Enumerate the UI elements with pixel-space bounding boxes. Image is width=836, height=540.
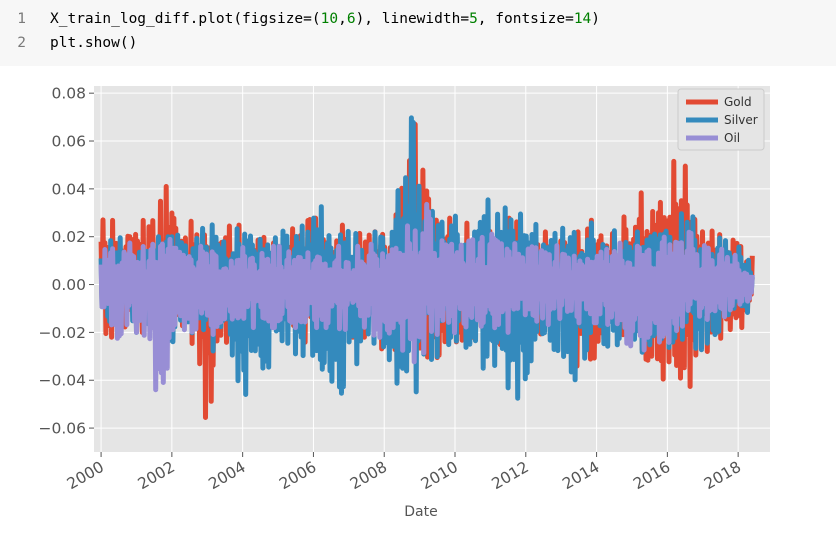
- legend-label-gold: Gold: [724, 95, 752, 109]
- y-tick-label: 0.00: [51, 276, 86, 294]
- x-tick-label: 2004: [205, 458, 248, 493]
- legend-label-silver: Silver: [724, 113, 758, 127]
- x-tick-label: 2008: [347, 458, 390, 493]
- y-tick-label: 0.08: [51, 85, 86, 103]
- code-text: plt.show(): [50, 35, 138, 51]
- x-tick-label: 2006: [276, 458, 319, 493]
- code-line-1: 1 X_train_log_diff.plot(figsize=(10,6), l…: [0, 7, 600, 31]
- y-tick-label: 0.04: [51, 180, 86, 198]
- x-tick-label: 2012: [489, 458, 532, 493]
- legend-label-oil: Oil: [724, 131, 740, 145]
- x-axis-ticks: 2000 2002 2004 2006 2008 2010 2012 2014 2016 2018: [64, 452, 744, 493]
- y-tick-label: 0.02: [51, 228, 86, 246]
- y-axis-ticks: 0.08 0.06 0.04 0.02 0.00 −0.02 −0.04 −0.06: [39, 85, 94, 438]
- code-cell[interactable]: 1 X_train_log_diff.plot(figsize=(10,6), l…: [0, 0, 836, 66]
- line-number: 2: [17, 35, 26, 51]
- y-tick-label: 0.06: [51, 133, 86, 151]
- x-tick-label: 2018: [701, 458, 744, 493]
- line-chart: 0.08 0.06 0.04 0.02 0.00 −0.02 −0.04 −0.06 2000…: [39, 85, 770, 520]
- x-tick-label: 2016: [630, 458, 673, 493]
- series-line-oil: [98, 201, 755, 393]
- cell-output: 0.08 0.06 0.04 0.02 0.00 −0.02 −0.04 −0.06 2000…: [0, 66, 836, 540]
- y-tick-label: −0.06: [39, 420, 87, 438]
- y-tick-label: −0.02: [39, 324, 87, 342]
- x-tick-label: 2010: [418, 458, 461, 493]
- x-tick-label: 2000: [64, 458, 107, 493]
- y-tick-label: −0.04: [39, 372, 87, 390]
- x-tick-label: 2002: [135, 458, 178, 493]
- x-tick-label: 2014: [559, 458, 602, 493]
- x-axis-title: Date: [404, 504, 437, 520]
- series-lines: [98, 115, 755, 420]
- code-line-2: 2 plt.show(): [0, 31, 137, 55]
- legend: Gold Silver Oil: [677, 88, 765, 151]
- line-number: 1: [17, 11, 26, 27]
- code-text: X_train_log_diff.plot(figsize=(10,6), li…: [50, 11, 601, 27]
